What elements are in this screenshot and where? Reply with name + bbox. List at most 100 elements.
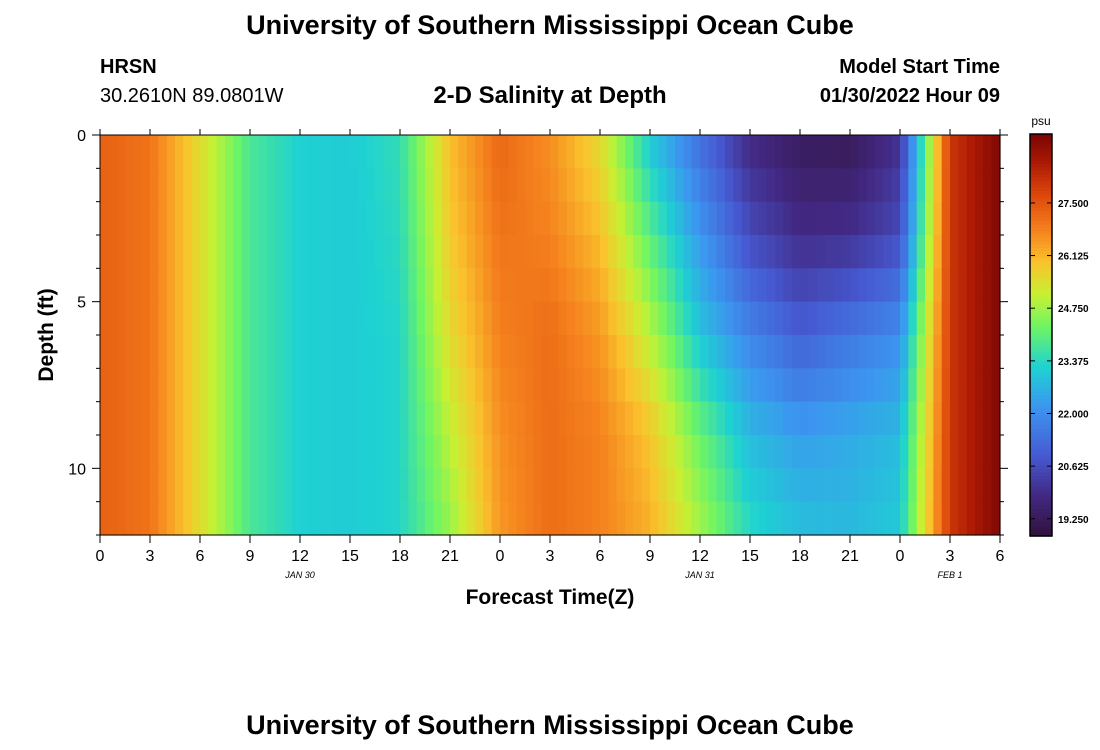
heatmap-cell [975, 268, 984, 303]
x-tick-label: 12 [691, 548, 709, 565]
heatmap-cell [200, 435, 209, 469]
heatmap-cell [833, 335, 843, 369]
heatmap-cell [700, 268, 709, 303]
heatmap-cell [750, 135, 759, 169]
heatmap-cell [300, 401, 309, 436]
heatmap-cell [466, 168, 476, 203]
heatmap-cell [650, 235, 659, 269]
heatmap-cell [733, 335, 743, 369]
heatmap-cell [850, 435, 859, 469]
heatmap-cell [583, 435, 593, 469]
heatmap-cell [708, 435, 718, 469]
heatmap-cell [850, 368, 859, 403]
colorbar-segment [1030, 391, 1052, 396]
heatmap-cell [866, 135, 876, 169]
heatmap-cell [533, 501, 543, 536]
heatmap-cell [258, 501, 268, 536]
heatmap-cell [683, 401, 693, 436]
heatmap-cell [125, 401, 134, 436]
heatmap-cell [591, 401, 601, 436]
heatmap-cell [683, 468, 693, 503]
heatmap-cell [425, 401, 434, 436]
heatmap-cell [241, 135, 251, 169]
heatmap-cell [400, 468, 409, 503]
heatmap-cell [791, 168, 801, 203]
heatmap-cell [808, 301, 818, 336]
heatmap-cell [341, 168, 351, 203]
heatmap-cell [566, 135, 576, 169]
colorbar-segment [1030, 462, 1052, 467]
heatmap-cell [550, 201, 559, 236]
colorbar-segment [1030, 402, 1052, 406]
heatmap-cell [766, 135, 776, 169]
heatmap-cell [616, 435, 626, 469]
heatmap-cell [741, 235, 751, 269]
heatmap-cell [933, 135, 943, 169]
colorbar-segment [1030, 150, 1052, 155]
heatmap-cell [425, 301, 434, 336]
colorbar-segment [1030, 294, 1052, 299]
heatmap-cell [758, 301, 768, 336]
colorbar-segment [1030, 160, 1052, 165]
heatmap-cell [675, 468, 684, 503]
colorbar-segment [1030, 515, 1052, 520]
heatmap-cell [275, 501, 284, 536]
heatmap-cell [258, 135, 268, 169]
heatmap-cell [683, 235, 693, 269]
heatmap-cell [675, 335, 684, 369]
heatmap-cell [491, 235, 501, 269]
heatmap-cell [500, 168, 509, 203]
heatmap-cell [258, 168, 268, 203]
heatmap-cell [458, 235, 468, 269]
heatmap-cell [533, 335, 543, 369]
heatmap-cell [100, 168, 109, 203]
heatmap-cell [308, 168, 318, 203]
heatmap-cell [416, 201, 426, 236]
heatmap-cell [666, 335, 676, 369]
x-axis: 0 3 6 9 12 15 18 21 0 3 6 9 12 15 18 21 0 3 6 JAN 30 JAN 31 F… [96, 129, 1005, 580]
heatmap-cell [875, 168, 884, 203]
heatmap-cell [766, 201, 776, 236]
heatmap-cell [216, 435, 226, 469]
heatmap-cell [850, 235, 859, 269]
heatmap-cell [208, 235, 218, 269]
date-label: JAN 30 [284, 570, 315, 580]
heatmap-cell [741, 501, 751, 536]
heatmap-cell [591, 368, 601, 403]
heatmap-cell [258, 235, 268, 269]
heatmap-cell [941, 335, 951, 369]
heatmap-cell [850, 501, 859, 536]
heatmap-cell [250, 435, 259, 469]
colorbar-segment [1030, 452, 1052, 457]
heatmap-cell [100, 368, 109, 403]
heatmap-cell [733, 435, 743, 469]
heatmap-cell [200, 168, 209, 203]
heatmap-cell [800, 168, 809, 203]
heatmap-cell [658, 468, 668, 503]
heatmap-cell [300, 301, 309, 336]
heatmap-cell [225, 501, 234, 536]
colorbar-segment [1030, 278, 1052, 282]
heatmap-cell [100, 335, 109, 369]
heatmap-cell [691, 335, 701, 369]
colorbar-segment [1030, 529, 1052, 534]
heatmap-cell [350, 368, 359, 403]
heatmap-cell [866, 301, 876, 336]
heatmap-cell [583, 501, 593, 536]
heatmap-cell [391, 435, 401, 469]
heatmap-cell [333, 368, 343, 403]
colorbar-segment [1030, 472, 1052, 477]
heatmap-cell [700, 368, 709, 403]
colorbar-segment [1030, 438, 1052, 443]
heatmap-cell [358, 335, 368, 369]
heatmap-cell [291, 135, 301, 169]
heatmap-cell [275, 301, 284, 336]
heatmap-cell [283, 435, 293, 469]
heatmap-cell [683, 201, 693, 236]
heatmap-cell [500, 468, 509, 503]
heatmap-cell [258, 435, 268, 469]
heatmap-cell [466, 435, 476, 469]
heatmap-cell [983, 501, 993, 536]
heatmap-cell [791, 501, 801, 536]
heatmap-cell [233, 301, 243, 336]
